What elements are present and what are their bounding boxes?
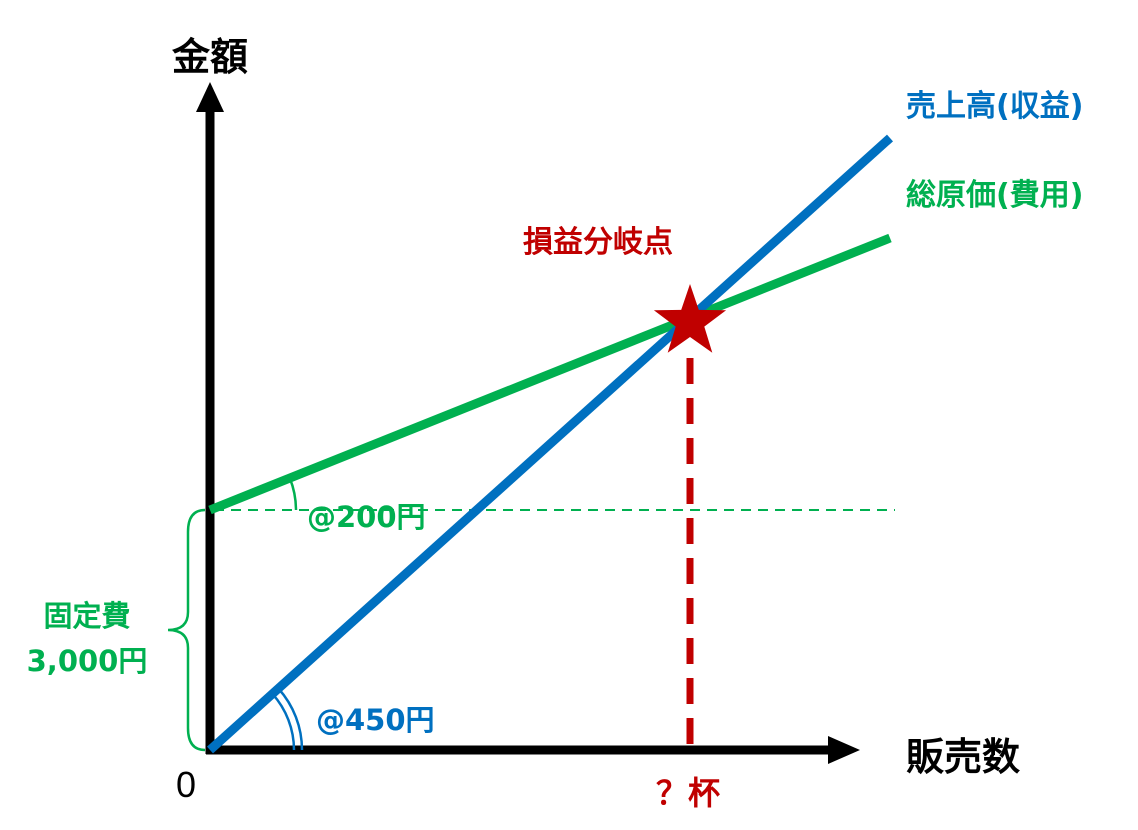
- series-line-sales: [206, 134, 894, 754]
- break-even-quantity-label: ？杯: [656, 774, 720, 812]
- y-axis-arrowhead: [196, 82, 224, 112]
- slope-angle-arc-sales-inner: [271, 692, 296, 751]
- slope-label-sales: @450円: [316, 703, 435, 737]
- slope-angle-arc-cost: [288, 477, 298, 511]
- series-line-total-cost: [208, 233, 892, 515]
- x-axis-arrowhead: [828, 736, 860, 764]
- break-even-label: 損益分岐点: [523, 225, 673, 260]
- series-label-sales: 売上高(収益): [906, 89, 1083, 124]
- x-axis-label: 販売数: [906, 735, 1020, 779]
- fixed-cost-value: 3,000円: [27, 644, 148, 678]
- series-label-total-cost: 総原価(費用): [906, 178, 1083, 213]
- fixed-cost-label: 固定費: [43, 599, 130, 633]
- slope-label-cost: @200円: [307, 500, 426, 534]
- fixed-cost-brace: [167, 508, 206, 752]
- origin-label: 0: [176, 764, 196, 805]
- break-even-star-icon: [653, 284, 727, 353]
- slope-angle-arc-sales-outer: [277, 687, 304, 751]
- y-axis-label: 金額: [171, 35, 248, 79]
